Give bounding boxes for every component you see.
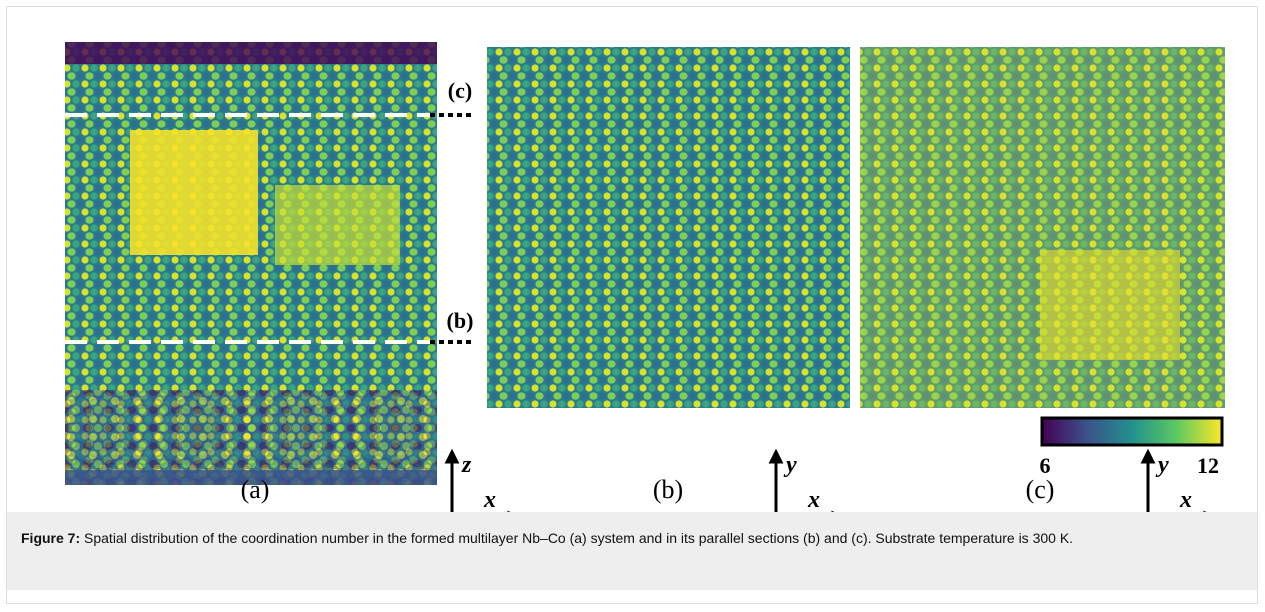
section-label: (b) [447,308,474,333]
axis-label: x [483,487,496,512]
arrow-head [1140,448,1156,464]
panel-c-image [860,47,1225,408]
panel-label: (b) [653,475,683,504]
axis-label: x [807,487,820,512]
arrow-head [768,448,784,464]
axis-label: y [783,452,797,478]
caption: Figure 7: Spatial distribution of the co… [7,512,1257,590]
panel-a-image [65,42,437,485]
panel-label: (a) [241,475,270,504]
axis-label: z [461,452,472,478]
colorbar-min: 6 [1040,453,1051,478]
axis-label: x [1179,487,1192,512]
caption-text: Spatial distribution of the coordination… [84,530,1074,546]
colorbar [1040,416,1224,447]
axis-label: y [1155,452,1169,478]
arrow-head [444,448,460,464]
section-lines [65,113,475,344]
figure-frame [6,6,1258,604]
panel-label: (c) [1026,475,1055,504]
axis-arrows [444,448,1207,512]
panel-b-image [487,47,850,408]
section-label: (c) [448,78,472,103]
colorbar-max: 12 [1197,453,1219,478]
caption-label: Figure 7: [21,530,81,546]
